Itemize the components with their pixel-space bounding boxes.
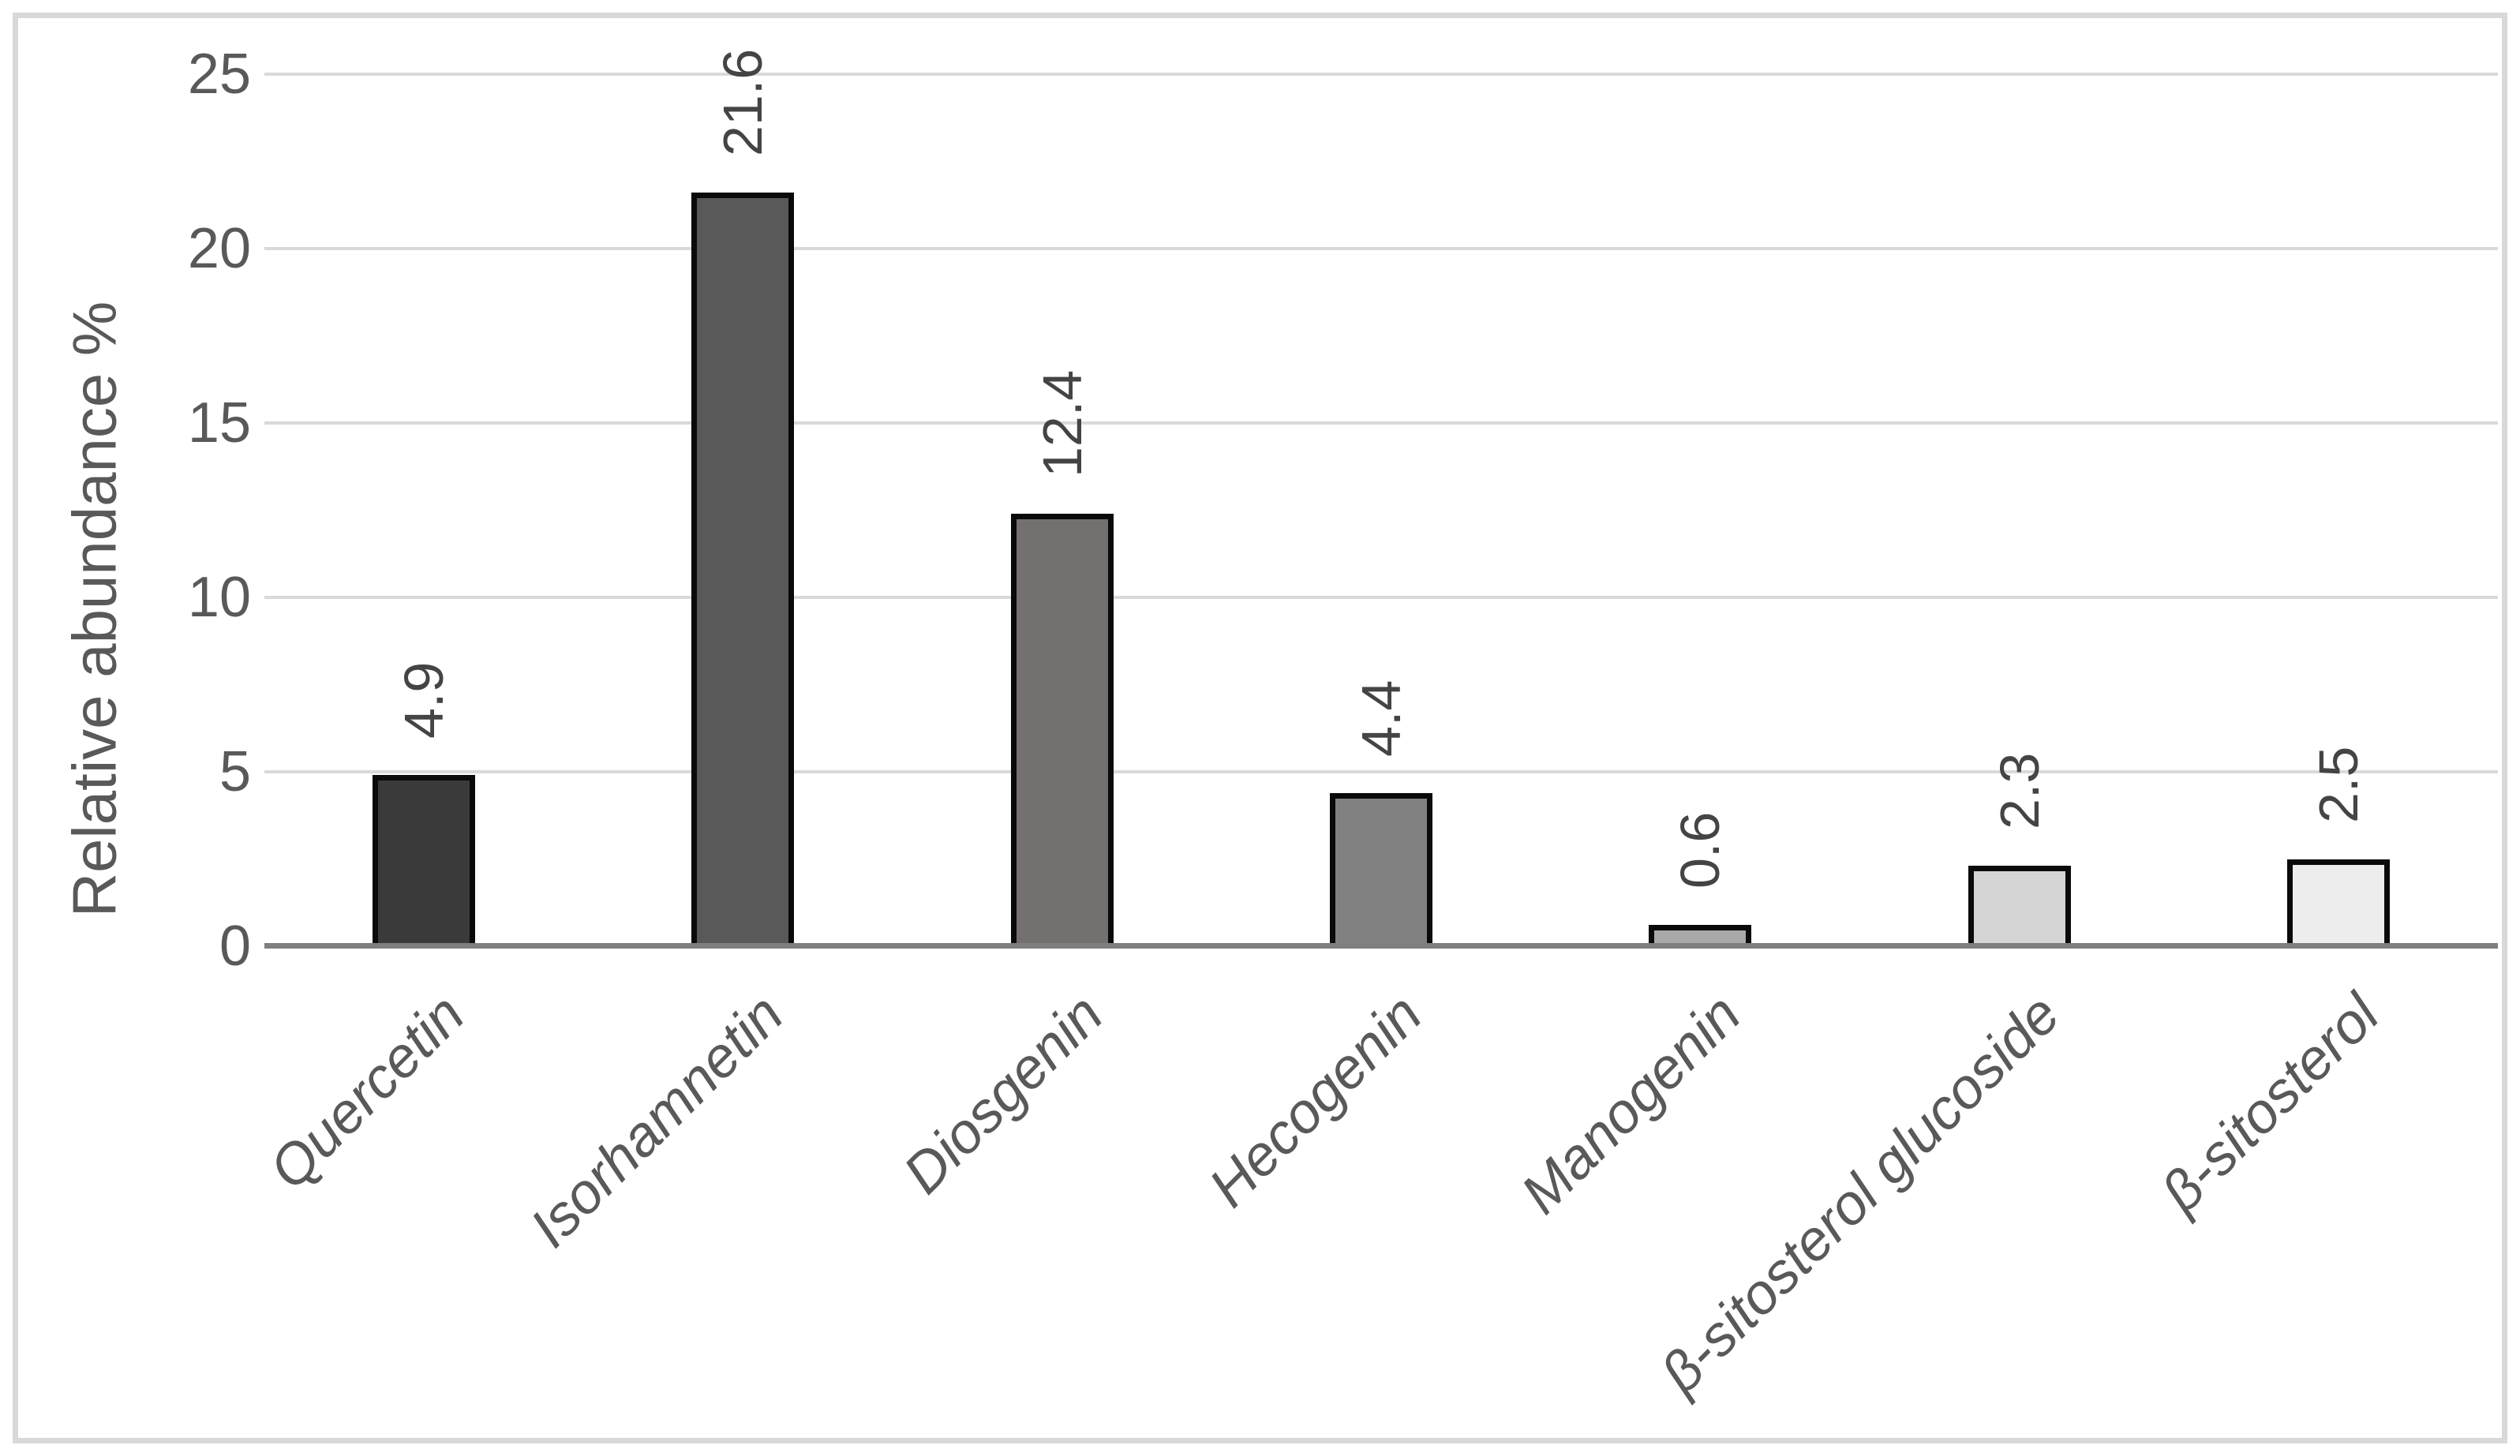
value-label-1: 21.6: [712, 49, 774, 157]
value-label-5: 2.3: [1988, 753, 2050, 830]
chart-outer-frame: [13, 13, 2507, 1443]
y-tick-label-0: 0: [219, 915, 251, 978]
y-tick-label-10: 10: [187, 566, 251, 629]
y-tick-label-20: 20: [187, 217, 251, 280]
value-label-6: 2.5: [2307, 746, 2369, 823]
bar-diosgenin: [1010, 513, 1114, 946]
y-tick-label-5: 5: [219, 740, 251, 803]
value-label-2: 12.4: [1031, 369, 1093, 477]
value-label-0: 4.9: [393, 662, 455, 739]
x-axis-line: [264, 943, 2498, 949]
gridline-y-10: [264, 596, 2498, 599]
value-label-3: 4.4: [1350, 679, 1412, 757]
gridline-y-15: [264, 421, 2498, 425]
bar-quercetin: [373, 775, 476, 946]
bar--sitosterol-glucoside: [1968, 866, 2071, 946]
bar-hecogenin: [1330, 792, 1432, 946]
y-tick-label-25: 25: [187, 43, 251, 106]
y-tick-label-15: 15: [187, 391, 251, 455]
bar-isorhamnetin: [691, 193, 795, 946]
bar--sitosterol: [2286, 859, 2390, 946]
gridline-y-5: [264, 770, 2498, 773]
gridline-y-25: [264, 73, 2498, 76]
value-label-4: 0.6: [1669, 812, 1732, 889]
gridline-y-20: [264, 247, 2498, 250]
bar-manogenin: [1649, 925, 1752, 946]
